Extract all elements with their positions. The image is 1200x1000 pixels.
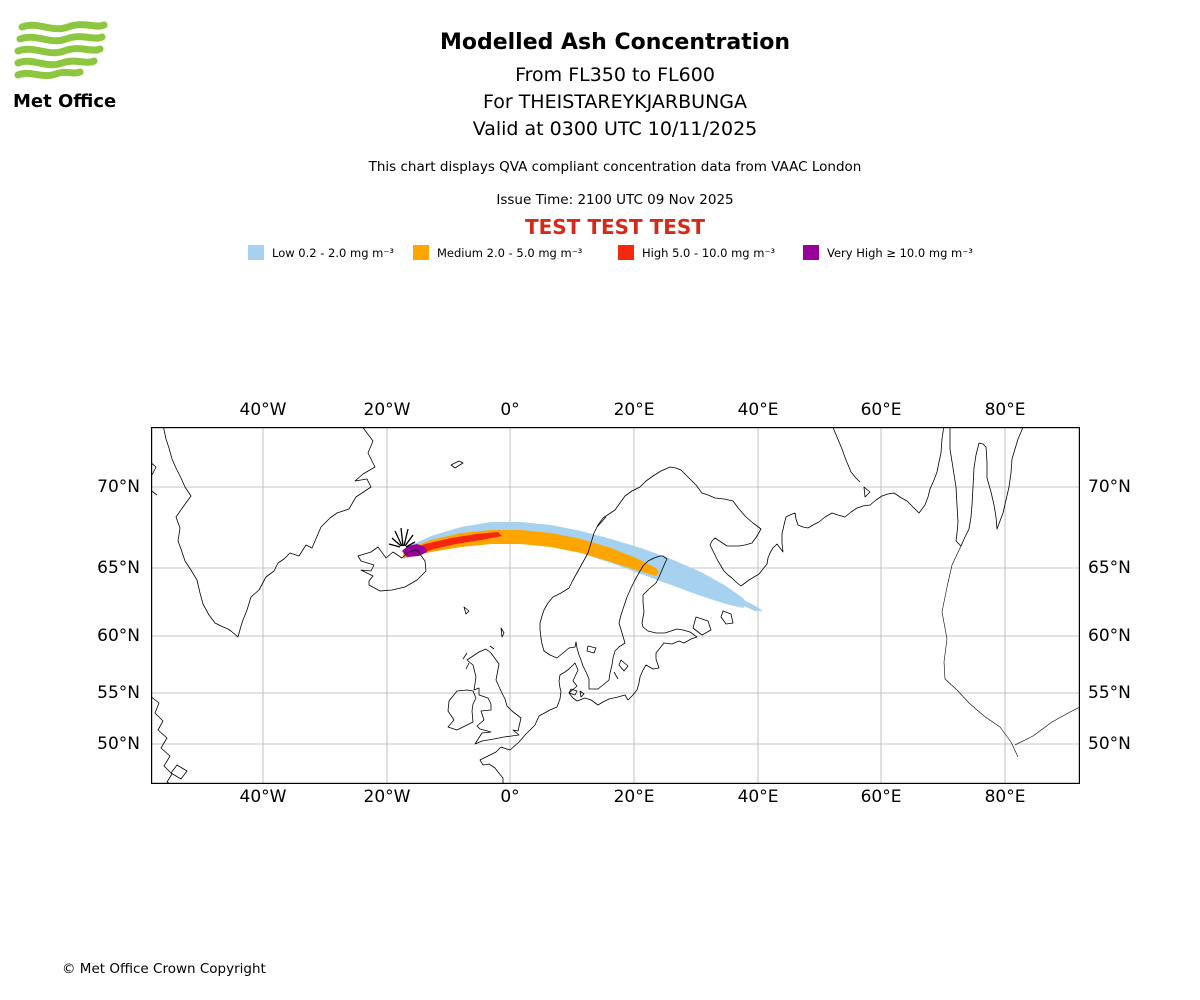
- lake-ladoga: [692, 616, 712, 636]
- lat-label-left: 65°N: [97, 558, 140, 578]
- coastlines: [148, 424, 1083, 787]
- coast-jan-mayen: [450, 460, 464, 469]
- test-banner: TEST TEST TEST: [525, 215, 705, 239]
- page-title: Modelled Ash Concentration: [439, 30, 791, 55]
- lon-label-top: 40°E: [737, 400, 779, 420]
- map: [148, 424, 1083, 787]
- chart-description: This chart displays QVA compliant concen…: [368, 159, 862, 175]
- lon-label-bottom: 40°E: [737, 787, 779, 807]
- lon-label-bottom: 60°E: [860, 787, 902, 807]
- coast-mainland-eurasia: [479, 424, 945, 786]
- subtitle-valid-time: Valid at 0300 UTC 10/11/2025: [472, 118, 758, 140]
- lat-label-right: 50°N: [1088, 734, 1131, 754]
- lat-label-left: 50°N: [97, 734, 140, 754]
- legend-label-low: Low 0.2 - 2.0 mg m⁻³: [272, 245, 395, 260]
- coast-faroe: [463, 606, 470, 615]
- legend-item-very-high: Very High ≥ 10.0 mg m⁻³: [803, 245, 973, 260]
- legend-item-low: Low 0.2 - 2.0 mg m⁻³: [248, 245, 394, 260]
- volcano-marker-icon: [388, 527, 416, 548]
- river-branch: [1014, 705, 1083, 746]
- legend-swatch-medium: [413, 245, 429, 260]
- legend: Low 0.2 - 2.0 mg m⁻³ Medium 2.0 - 5.0 mg…: [0, 245, 1200, 265]
- ash-plume: [402, 522, 763, 611]
- lake-onega: [720, 610, 734, 625]
- copyright-text: © Met Office Crown Copyright: [62, 961, 266, 977]
- met-office-logo: [14, 21, 108, 80]
- river-ob: [941, 545, 962, 680]
- lon-label-bottom: 20°W: [363, 787, 411, 807]
- map-svg: [148, 424, 1083, 787]
- coast-shetland: [489, 627, 505, 650]
- coast-great-britain: [466, 648, 522, 745]
- grid-lines: [151, 427, 1080, 784]
- lon-label-top: 20°W: [363, 400, 411, 420]
- legend-swatch-very-high: [803, 245, 819, 260]
- lat-label-right: 65°N: [1088, 558, 1131, 578]
- lon-label-top: 60°E: [860, 400, 902, 420]
- coast-novaya-zemlya: [831, 424, 871, 498]
- lon-label-top: 80°E: [984, 400, 1026, 420]
- lat-label-right: 55°N: [1088, 683, 1131, 703]
- river-irtysh: [944, 678, 1019, 758]
- legend-swatch-low: [248, 245, 264, 260]
- coast-ob-gulf: [949, 424, 1025, 547]
- islands-denmark: [568, 688, 585, 698]
- coast-iceland: [357, 546, 427, 592]
- subtitle-volcano: For THEISTAREYKJARBUNGA: [482, 91, 748, 113]
- island-gotland: [613, 659, 629, 680]
- coast-hebrides: [462, 652, 470, 670]
- issue-time: Issue Time: 2100 UTC 09 Nov 2025: [496, 192, 734, 208]
- lon-label-top: 0°: [500, 400, 520, 420]
- lon-label-top: 20°E: [613, 400, 655, 420]
- lon-label-top: 40°W: [239, 400, 287, 420]
- lon-label-bottom: 0°: [500, 787, 520, 807]
- lon-label-bottom: 20°E: [613, 787, 655, 807]
- lat-label-left: 70°N: [97, 477, 140, 497]
- met-office-brand-text: Met Office: [13, 91, 117, 112]
- coast-ireland: [447, 689, 477, 731]
- legend-item-high: High 5.0 - 10.0 mg m⁻³: [618, 245, 775, 260]
- lat-label-right: 60°N: [1088, 626, 1131, 646]
- legend-swatch-high: [618, 245, 634, 260]
- lon-label-bottom: 80°E: [984, 787, 1026, 807]
- map-frame: [151, 427, 1080, 784]
- subtitle-flight-levels: From FL350 to FL600: [515, 64, 715, 86]
- lat-label-left: 55°N: [97, 683, 140, 703]
- legend-label-very-high: Very High ≥ 10.0 mg m⁻³: [827, 245, 973, 260]
- coast-newfoundland: [170, 764, 188, 780]
- lon-label-bottom: 40°W: [239, 787, 287, 807]
- lat-label-left: 60°N: [97, 626, 140, 646]
- coast-greenland: [162, 424, 376, 638]
- legend-label-high: High 5.0 - 10.0 mg m⁻³: [642, 245, 776, 260]
- legend-label-medium: Medium 2.0 - 5.0 mg m⁻³: [437, 245, 583, 260]
- ash-plume-high: [408, 532, 502, 555]
- ash-plume-low-tail: [737, 597, 763, 611]
- lake-vanern: [586, 645, 597, 654]
- logo-waves-icon: [14, 21, 108, 80]
- islands-lofoten: [596, 516, 607, 528]
- coast-labrador: [148, 694, 175, 787]
- legend-item-medium: Medium 2.0 - 5.0 mg m⁻³: [413, 245, 582, 260]
- lat-label-right: 70°N: [1088, 477, 1131, 497]
